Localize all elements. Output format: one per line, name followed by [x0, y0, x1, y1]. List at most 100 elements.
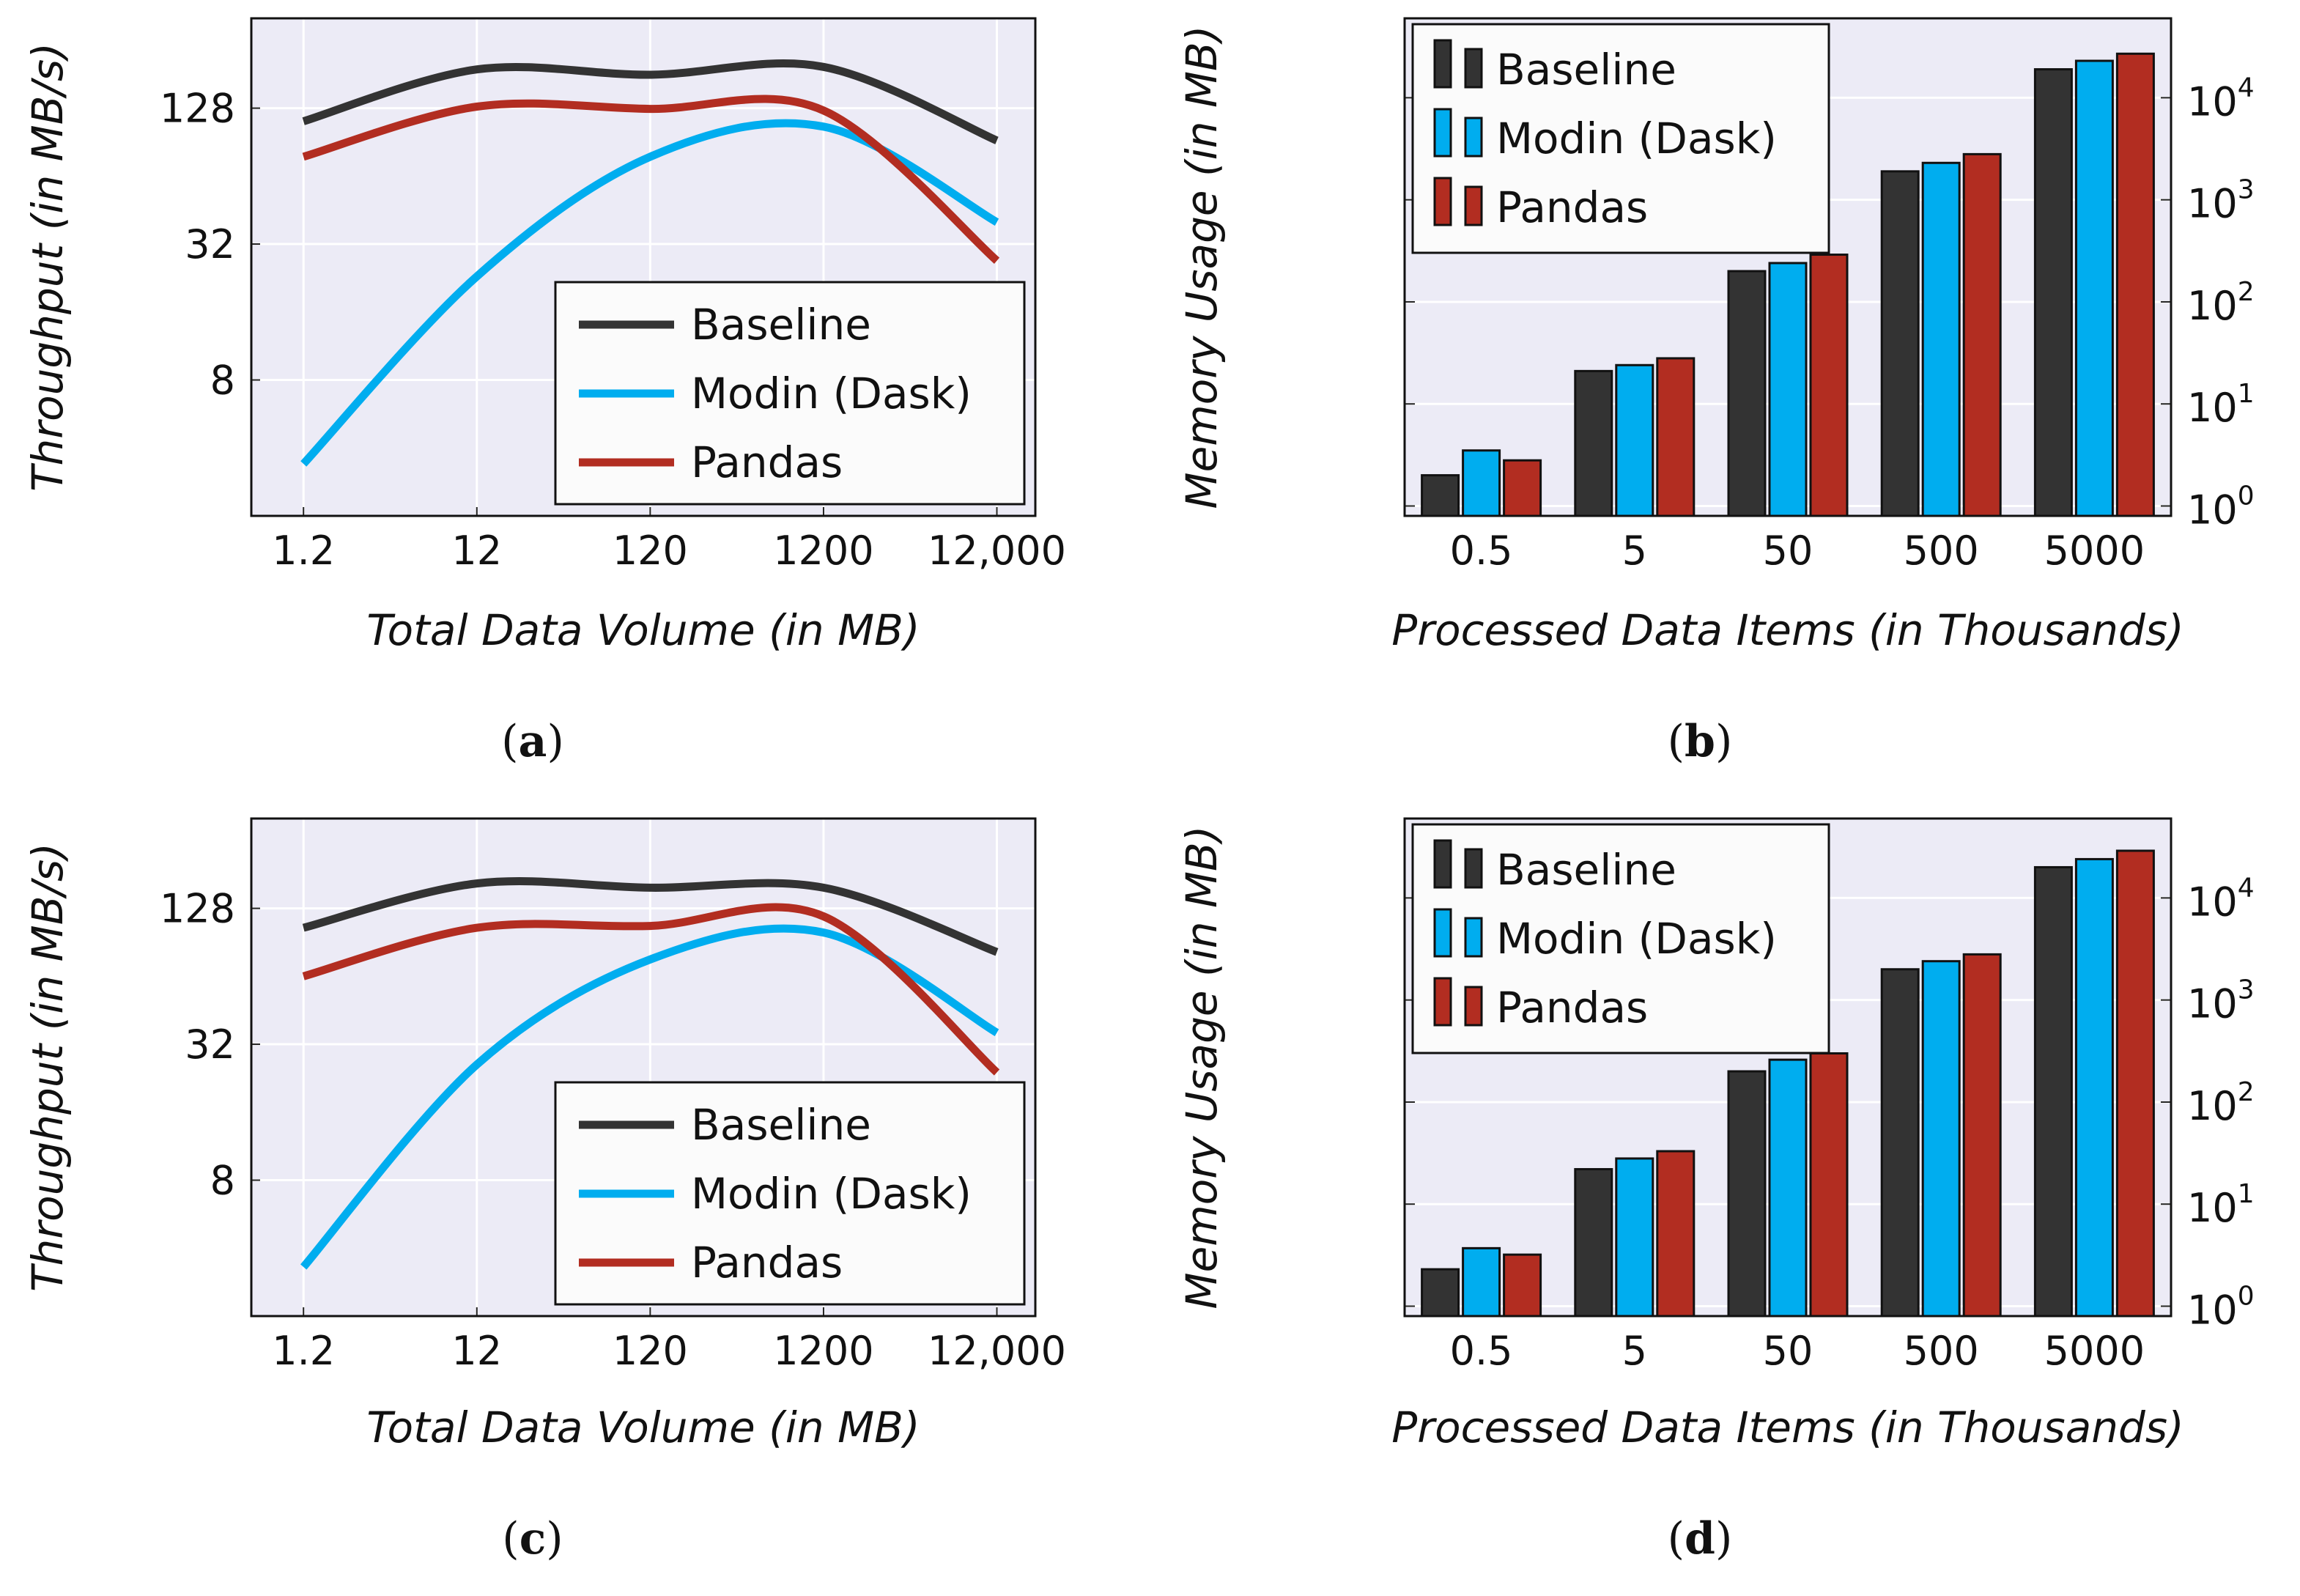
legend-label-modin: Modin (Dask) [691, 369, 972, 418]
y-tick-label: 128 [160, 86, 235, 132]
y-tick-label: 101 [2187, 1179, 2255, 1231]
x-tick-label: 1200 [773, 528, 873, 574]
legend-swatch-baseline [1433, 839, 1452, 889]
chart-panel-c: 1.2 12 120 1200 12,000 8 32 128 Baseline Modin (D… [23, 817, 1066, 1564]
bar-modin [1921, 960, 1961, 1318]
legend-label-pandas: Pandas [1496, 182, 1648, 232]
bar-modin [1768, 262, 1808, 517]
legend: Baseline Modin (Dask) Pandas [554, 281, 1026, 506]
plot-frame [250, 817, 1037, 1318]
x-tick-label: 500 [1904, 528, 1979, 574]
bar-pandas [1503, 1253, 1542, 1318]
y-tick-label: 102 [2187, 277, 2255, 329]
series-line-pandas [302, 903, 1000, 1076]
bar-baseline [1880, 170, 1920, 517]
bar-modin [1615, 363, 1654, 517]
series-line-baseline [302, 59, 999, 144]
bar-baseline [1421, 1268, 1460, 1318]
x-tick-label: 1.2 [272, 528, 335, 574]
y-tick-label: 104 [2187, 73, 2255, 125]
legend-label-modin: Modin (Dask) [1496, 114, 1777, 163]
legend-label-modin: Modin (Dask) [1496, 914, 1777, 964]
x-tick-label: 0.5 [1450, 1328, 1513, 1374]
bar-pandas [1962, 152, 2002, 517]
y-tick-label: 100 [2187, 481, 2255, 533]
legend-label-pandas: Pandas [691, 1238, 843, 1287]
legend: Baseline Modin (Dask) Pandas [1411, 23, 1830, 254]
y-axis-title: Throughput (in MB/s) [23, 43, 73, 492]
bar-modin [1462, 449, 1501, 517]
legend-swatch-pandas [1464, 986, 1483, 1027]
y-axis-title: Memory Usage (in MB) [1177, 826, 1227, 1309]
x-tick-label: 12 [451, 1328, 502, 1374]
y-axis-title: Memory Usage (in MB) [1177, 26, 1227, 509]
bar-baseline [1727, 1070, 1767, 1318]
x-tick-label: 50 [1763, 1328, 1813, 1374]
y-tick-label: 101 [2187, 379, 2255, 431]
panel-caption: (b) [1668, 716, 1733, 767]
y-tick-label: 32 [185, 221, 235, 267]
bar-modin [1921, 161, 1961, 517]
bar-modin [2074, 59, 2114, 517]
x-tick-label: 12,000 [928, 528, 1066, 574]
y-tick-label: 128 [160, 886, 235, 932]
x-tick-label: 120 [613, 1328, 688, 1374]
legend-label-baseline: Baseline [691, 1100, 871, 1150]
bar-modin [1462, 1246, 1501, 1318]
plot-frame [1403, 817, 2173, 1318]
legend-swatch-modin [1433, 108, 1452, 158]
chart-panel-b: 0.5 5 50 500 5000 100 101 102 103 104 Baseline Modi… [1177, 17, 2255, 767]
legend-label-pandas: Pandas [1496, 983, 1648, 1032]
x-tick-label: 5000 [2044, 528, 2145, 574]
legend-swatch-modin [1464, 917, 1483, 958]
y-tick-label: 32 [185, 1021, 235, 1068]
panel-caption: (d) [1668, 1513, 1733, 1564]
y-axis-title: Throughput (in MB/s) [23, 843, 73, 1292]
chart-panel-d: 0.5 5 50 500 5000 100 101 102 103 104 Baseline Modi… [1177, 817, 2255, 1564]
bar-baseline [1574, 369, 1613, 517]
y-tick-label: 104 [2187, 873, 2255, 925]
x-tick-label: 12 [451, 528, 502, 574]
legend-label-modin: Modin (Dask) [691, 1169, 972, 1219]
bar-baseline [2033, 68, 2073, 517]
legend-label-baseline: Baseline [1496, 845, 1676, 895]
y-tick-label: 102 [2187, 1077, 2255, 1129]
x-tick-label: 12,000 [928, 1328, 1066, 1374]
x-axis-title: Total Data Volume (in MB) [366, 1403, 920, 1452]
bar-modin [2074, 857, 2114, 1318]
bar-pandas [1503, 459, 1542, 517]
legend: Baseline Modin (Dask) Pandas [1411, 823, 1830, 1054]
legend-swatch-pandas [1433, 977, 1452, 1027]
bar-pandas [1656, 1150, 1696, 1318]
bar-baseline [1727, 270, 1767, 517]
x-axis-title: Total Data Volume (in MB) [366, 605, 920, 655]
x-tick-label: 5 [1622, 528, 1647, 574]
legend-swatch-pandas [1464, 185, 1483, 226]
bar-baseline [1574, 1168, 1613, 1318]
legend: Baseline Modin (Dask) Pandas [554, 1081, 1026, 1306]
x-tick-label: 5000 [2044, 1328, 2145, 1374]
x-tick-label: 50 [1763, 528, 1813, 574]
bar-pandas [2115, 849, 2155, 1318]
x-axis-title: Processed Data Items (in Thousands) [1391, 605, 2183, 655]
panel-caption: (c) [502, 1513, 563, 1564]
legend-swatch-baseline [1433, 39, 1452, 89]
legend-swatch-modin [1464, 117, 1483, 158]
legend-swatch-baseline [1464, 48, 1483, 89]
legend-swatch-pandas [1433, 177, 1452, 226]
bar-pandas [1809, 254, 1849, 517]
x-tick-label: 5 [1622, 1328, 1647, 1374]
chart-panel-a: 1.2 12 120 1200 12,000 8 32 128 Baseline Modin (D… [23, 17, 1066, 767]
x-tick-label: 120 [613, 528, 688, 574]
y-tick-label: 8 [210, 1158, 235, 1204]
bar-baseline [1421, 474, 1460, 517]
legend-swatch-modin [1433, 908, 1452, 958]
bar-modin [1768, 1058, 1808, 1318]
bar-pandas [2115, 52, 2155, 517]
bar-pandas [1809, 1052, 1849, 1318]
plot-frame [1403, 17, 2173, 517]
x-tick-label: 500 [1904, 1328, 1979, 1374]
x-tick-label: 1200 [773, 1328, 873, 1374]
y-tick-label: 100 [2187, 1282, 2255, 1334]
